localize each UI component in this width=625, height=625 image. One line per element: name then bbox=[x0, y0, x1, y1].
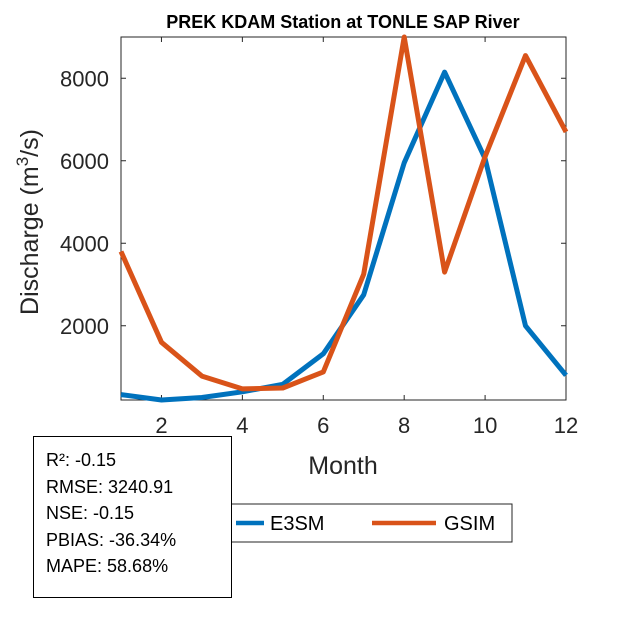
y-tick-label: 8000 bbox=[60, 66, 109, 91]
stat-mape: MAPE: 58.68% bbox=[46, 556, 169, 576]
x-tick-label: 2 bbox=[155, 413, 167, 438]
x-tick-label: 8 bbox=[398, 413, 410, 438]
y-axis-label: Discharge (m3/s) bbox=[13, 129, 44, 315]
plot-area bbox=[120, 36, 567, 401]
x-tick-label: 10 bbox=[473, 413, 497, 438]
stat-r2: R²: -0.15 bbox=[46, 450, 117, 470]
legend: E3SM GSIM bbox=[227, 503, 513, 543]
legend-label-gsim: GSIM bbox=[444, 513, 495, 535]
legend-label-e3sm: E3SM bbox=[270, 513, 324, 535]
stat-pbias: PBIAS: -36.34% bbox=[46, 529, 177, 550]
stat-rmse: RMSE: 3240.91 bbox=[46, 476, 174, 497]
y-tick-label: 4000 bbox=[60, 231, 109, 256]
x-axis-label: Month bbox=[308, 452, 377, 480]
axis-ticks: 2 4 6 8 10 12 2000 4000 6000 8000 bbox=[60, 37, 578, 438]
legend-box bbox=[227, 503, 513, 543]
y-tick-label: 2000 bbox=[60, 314, 109, 339]
series-lines bbox=[118, 34, 569, 403]
x-tick-label: 4 bbox=[236, 413, 248, 438]
stats-box: R²: -0.15 RMSE: 3240.91 NSE: -0.15 PBIAS… bbox=[33, 436, 232, 598]
chart-title: PREK KDAM Station at TONLE SAP River bbox=[166, 12, 519, 32]
series-line-gsim bbox=[118, 34, 569, 392]
y-tick-label: 6000 bbox=[60, 149, 109, 174]
x-tick-label: 6 bbox=[317, 413, 329, 438]
stat-nse: NSE: -0.15 bbox=[46, 503, 135, 523]
x-tick-label: 12 bbox=[554, 413, 578, 438]
